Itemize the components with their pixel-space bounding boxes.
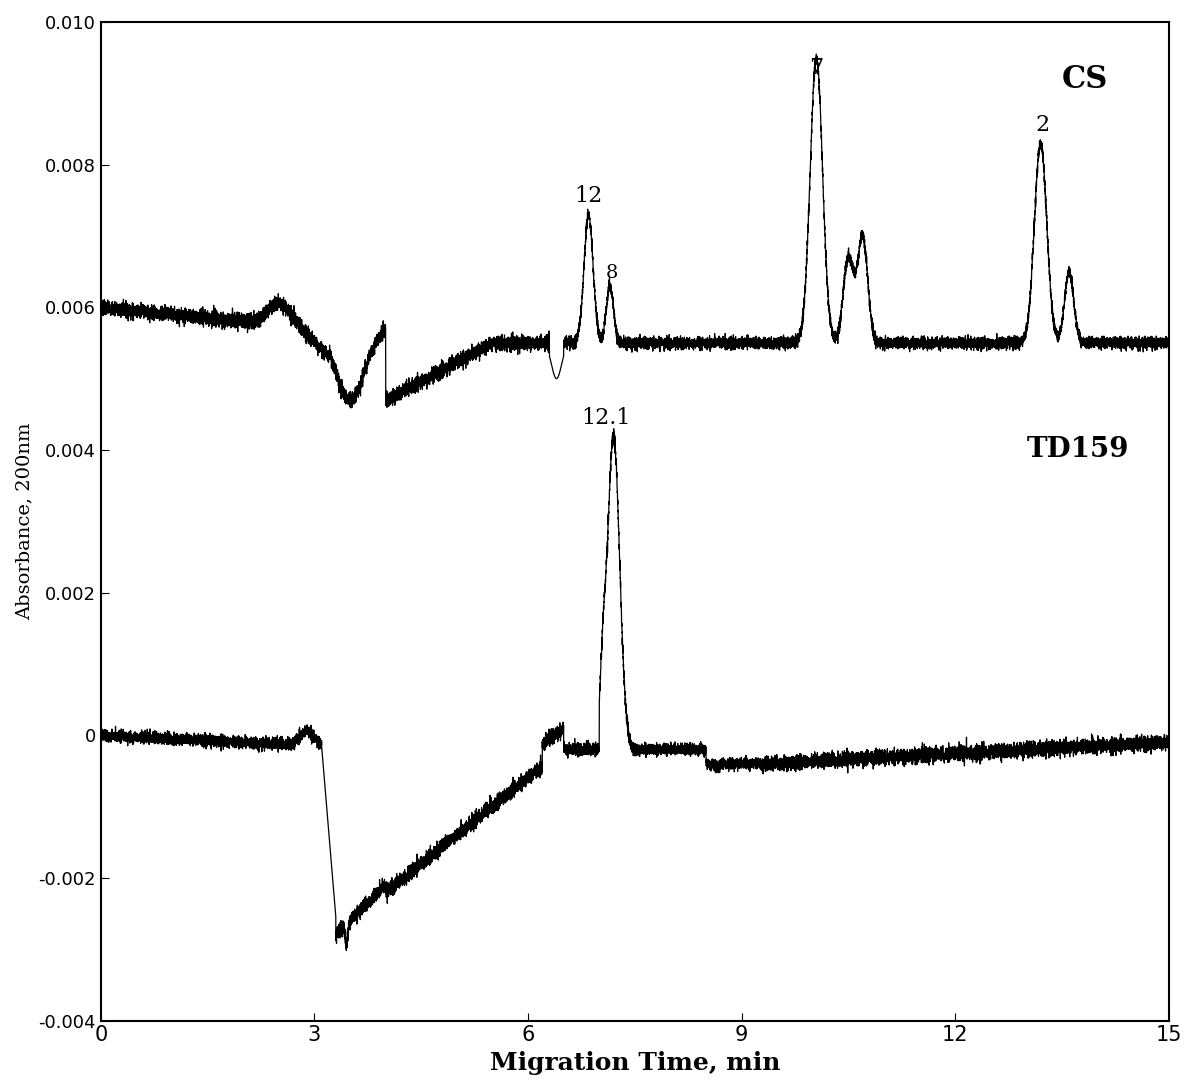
Text: 8: 8 xyxy=(606,265,618,282)
Text: 12: 12 xyxy=(575,185,602,207)
Text: 12.1: 12.1 xyxy=(582,407,631,428)
Text: 7: 7 xyxy=(809,57,824,80)
Y-axis label: Absorbance, 200nm: Absorbance, 200nm xyxy=(16,423,34,620)
Text: TD159: TD159 xyxy=(1026,436,1129,463)
Text: CS: CS xyxy=(1062,63,1108,95)
X-axis label: Migration Time, min: Migration Time, min xyxy=(490,1051,780,1075)
Text: 2: 2 xyxy=(1035,114,1049,136)
